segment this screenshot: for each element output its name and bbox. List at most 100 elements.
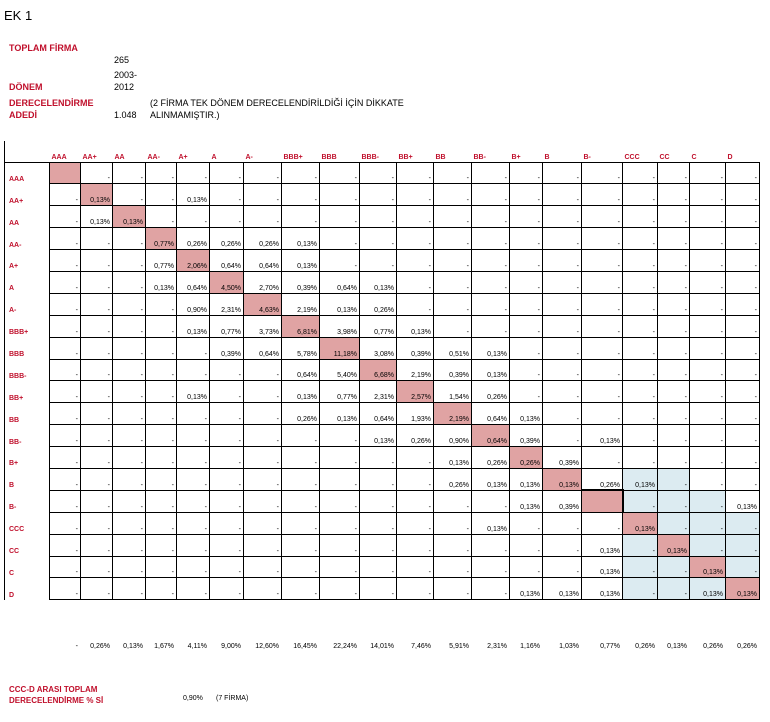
matrix-cell: 0,13%	[542, 467, 582, 491]
matrix-cell: -	[319, 446, 360, 469]
matrix-cell: -	[112, 227, 146, 251]
matrix-cell: -	[622, 446, 658, 469]
matrix-cell: -	[49, 577, 81, 601]
matrix-cell: -	[396, 270, 434, 294]
matrix-cell: -	[689, 183, 726, 207]
matrix-cell: -	[622, 555, 658, 579]
matrix-cell: -	[80, 270, 113, 294]
matrix-cell: -	[542, 270, 582, 294]
column-header-bbminus: BB-	[471, 141, 510, 163]
matrix-cell: -	[145, 358, 177, 382]
matrix-cell: -	[657, 336, 690, 360]
matrix-cell: 0,13%	[319, 402, 360, 426]
matrix-row: BB - - - - - - -0,26% 0,13% 0,64% 1,93% 2,19% 0,64% 0…	[4, 402, 760, 426]
matrix-cell: -	[725, 161, 760, 185]
matrix-cell: -	[112, 577, 146, 601]
matrix-cell: -	[176, 161, 210, 185]
matrix-cell: -	[689, 292, 726, 316]
matrix-cell: -	[509, 555, 543, 579]
matrix-cell: -	[176, 402, 210, 426]
matrix-cell: 0,13%	[471, 336, 510, 360]
matrix-cell: 0,26%	[471, 446, 510, 469]
footer-note: (7 FİRMA)	[216, 695, 249, 702]
matrix-cell: -	[112, 183, 146, 207]
matrix-header-row: AAA AA+ AA AA- A+ A A- BBB+ BBB BBB- BB+ BB BB- B+ B B-…	[4, 141, 760, 163]
matrix-cell: -	[509, 511, 543, 535]
matrix-cell: 3,08%	[359, 336, 397, 360]
matrix-cell: -	[509, 336, 543, 360]
matrix-cell: -	[49, 402, 81, 426]
matrix-cell: 0,64%	[319, 270, 360, 294]
matrix-cell: -	[433, 489, 472, 513]
matrix-cell: -	[433, 577, 472, 601]
matrix-cell: -	[80, 446, 113, 469]
matrix-cell: -	[689, 314, 726, 338]
row-label: A-	[4, 293, 50, 316]
matrix-cell: -	[243, 555, 282, 579]
matrix-cell: 3,98%	[319, 314, 360, 338]
matrix-cell: 0,13%	[471, 467, 510, 491]
matrix-cell: -	[359, 511, 397, 535]
donem-value-end: 2012	[114, 82, 135, 92]
matrix-cell: -	[145, 446, 177, 469]
matrix-cell: -	[689, 358, 726, 382]
matrix-cell: -	[49, 533, 81, 557]
matrix-cell: 0,64%	[281, 358, 320, 382]
matrix-cell: -	[471, 205, 510, 229]
matrix-cell: 0,13%	[471, 511, 510, 535]
matrix-cell: -	[80, 467, 113, 491]
matrix-cell: -	[112, 314, 146, 338]
matrix-cell: -	[396, 467, 434, 491]
matrix-cell: 0,77%	[145, 249, 177, 272]
matrix-cell: 0,26%	[243, 227, 282, 251]
matrix-cell: -	[49, 314, 81, 338]
matrix-cell: -	[281, 511, 320, 535]
matrix-cell: -	[49, 183, 81, 207]
matrix-cell: -	[112, 555, 146, 579]
matrix-cell: -	[49, 249, 81, 272]
matrix-cell: -	[657, 358, 690, 382]
matrix-cell: -	[243, 467, 282, 491]
matrix-row: B- - - - - - - - - - - - - -0,13% 0,39% - - -0,13%	[4, 489, 760, 514]
matrix-cell: -	[176, 446, 210, 469]
column-header-bbplus: BB+	[396, 141, 434, 163]
toplam-firma-label: TOPLAM FİRMA	[9, 43, 78, 53]
matrix-cell: -	[433, 292, 472, 316]
matrix-cell: -	[542, 205, 582, 229]
column-header-ccc: CCC	[622, 141, 658, 163]
matrix-cell: -	[433, 270, 472, 294]
matrix-cell: 4,63%	[243, 292, 282, 316]
matrix-cell: -	[112, 533, 146, 557]
matrix-cell: -	[49, 227, 81, 251]
matrix-cell: 11,18%	[319, 336, 360, 360]
matrix-cell: -	[176, 205, 210, 229]
donem-label: DÖNEM	[9, 82, 43, 92]
matrix-cell: -	[471, 183, 510, 207]
matrix-cell: -	[319, 183, 360, 207]
column-header-c: C	[689, 141, 726, 163]
matrix-cell: 1,54%	[433, 380, 472, 404]
matrix-cell: -	[689, 380, 726, 404]
matrix-cell: -	[49, 336, 81, 360]
matrix-row: BB+ - - - -0,13% - -0,13% 0,77% 2,31% 2,57% 1,54% 0…	[4, 380, 760, 404]
matrix-cell: -	[319, 467, 360, 491]
matrix-cell: -	[145, 314, 177, 338]
matrix-cell: -	[433, 533, 472, 557]
matrix-cell: -	[622, 424, 658, 448]
matrix-cell: -	[509, 270, 543, 294]
matrix-cell: -	[243, 183, 282, 207]
matrix-cell: -	[657, 511, 690, 535]
matrix-cell: 0,13%	[622, 467, 658, 491]
matrix-cell: -	[145, 533, 177, 557]
row-label: CC	[4, 534, 50, 557]
matrix-cell: 2,31%	[209, 292, 244, 316]
matrix-cell: -	[49, 358, 81, 382]
total-cell: 1,67%	[154, 642, 174, 650]
matrix-cell: -	[471, 314, 510, 338]
matrix-cell: 3,73%	[243, 314, 282, 338]
row-label: AAA	[4, 162, 50, 184]
matrix-cell: -	[542, 402, 582, 426]
column-header-bbbminus: BBB-	[359, 141, 397, 163]
matrix-cell: 0,13%	[145, 270, 177, 294]
matrix-cell: -	[359, 183, 397, 207]
